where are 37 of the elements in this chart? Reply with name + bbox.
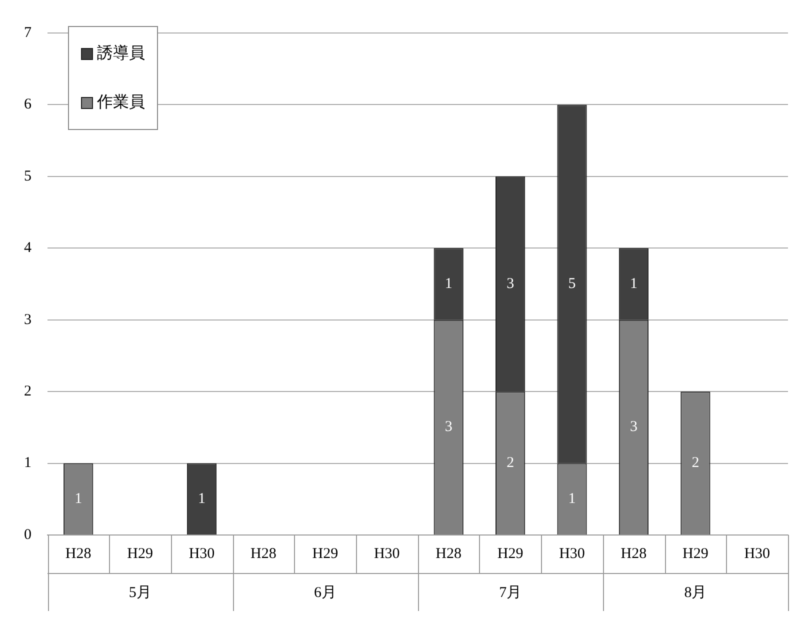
- data-label: 1: [74, 490, 82, 507]
- y-tick-label: 6: [24, 96, 32, 113]
- x-tick-label: H29: [497, 546, 524, 562]
- x-tick-label: H30: [188, 546, 215, 562]
- y-tick-label: 7: [24, 24, 32, 41]
- y-tick-label: 5: [24, 168, 32, 184]
- x-tick-label: H28: [436, 546, 462, 562]
- data-label: 1: [630, 276, 638, 292]
- text: 6月: [314, 584, 336, 601]
- x-tick-label: H28: [65, 546, 92, 562]
- x-tick-label: H30: [374, 546, 400, 562]
- data-label: 1: [198, 490, 206, 507]
- data-label: 2: [506, 454, 514, 471]
- legend-label: 作業員: [97, 92, 145, 113]
- y-tick-label: 2: [24, 384, 32, 400]
- y-tick-label: 3: [24, 312, 32, 328]
- text: 7月: [499, 584, 522, 601]
- x-tick-label: H28: [250, 546, 276, 562]
- x-tick-label: H29: [682, 546, 708, 562]
- x-tick-label: H29: [127, 546, 153, 562]
- data-label: 2: [692, 454, 700, 471]
- legend-label: 誘導員: [97, 43, 145, 64]
- x-tick-label: H30: [559, 546, 585, 562]
- y-tick-label: 4: [24, 240, 32, 256]
- y-tick-label: 0: [24, 526, 32, 543]
- text: 8月: [684, 584, 707, 601]
- text: 5月: [128, 584, 152, 601]
- data-label: 1: [444, 276, 452, 292]
- data-label: 3: [506, 276, 514, 292]
- x-tick-label: H30: [744, 546, 770, 562]
- y-tick-label: 1: [24, 455, 32, 472]
- x-tick-label: H28: [620, 546, 647, 562]
- data-label: 3: [630, 419, 638, 436]
- data-label: 3: [444, 419, 452, 436]
- x-tick-label: H29: [312, 546, 338, 562]
- data-label: 1: [568, 490, 576, 507]
- data-label: 5: [568, 276, 576, 292]
